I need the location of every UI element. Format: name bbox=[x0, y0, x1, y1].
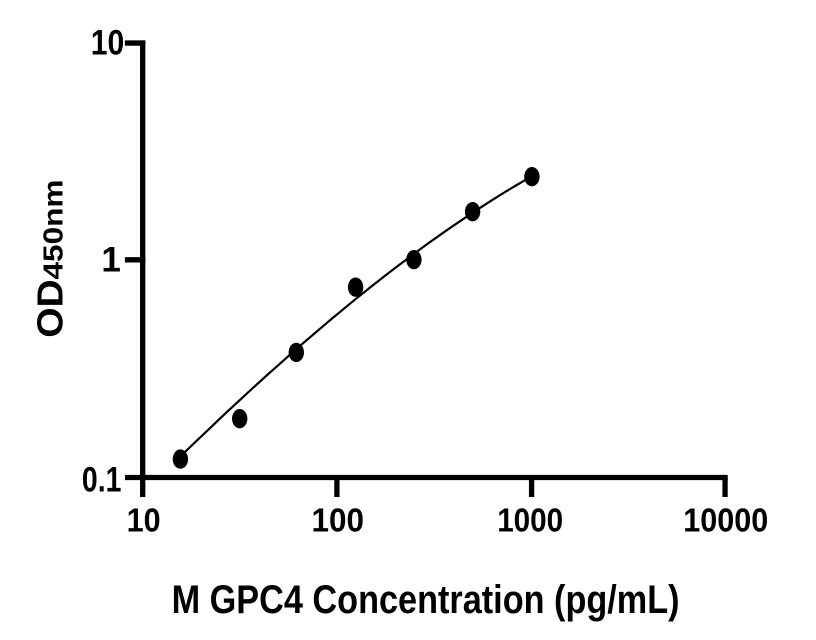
svg-text:10: 10 bbox=[127, 502, 161, 539]
svg-text:10000: 10000 bbox=[683, 502, 768, 539]
svg-text:450nm: 450nm bbox=[37, 180, 68, 280]
svg-text:10: 10 bbox=[91, 23, 125, 62]
svg-text:0.1: 0.1 bbox=[82, 460, 122, 499]
svg-text:1: 1 bbox=[101, 241, 120, 280]
svg-text:OD: OD bbox=[30, 279, 71, 338]
svg-text:1000: 1000 bbox=[497, 502, 563, 539]
svg-text:M GPC4 Concentration (pg/mL): M GPC4 Concentration (pg/mL) bbox=[172, 578, 680, 622]
svg-text:100: 100 bbox=[312, 502, 365, 539]
